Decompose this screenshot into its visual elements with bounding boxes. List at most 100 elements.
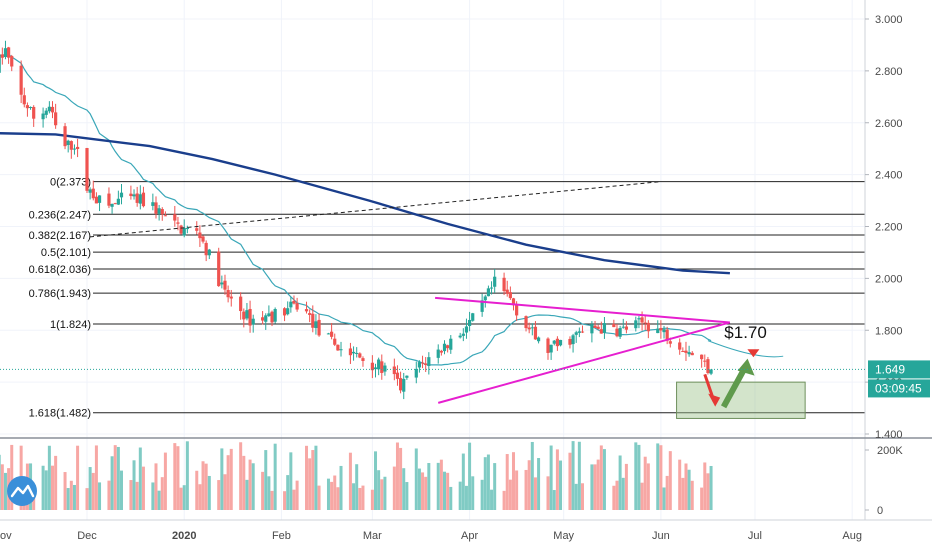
current-price-tag: [868, 360, 930, 379]
candle-body: [662, 329, 666, 333]
volume-bar: [662, 487, 666, 510]
volume-bar: [508, 479, 512, 510]
candle-body: [116, 198, 120, 205]
candle-body: [471, 313, 475, 321]
price-tick-label: 2.800: [875, 66, 903, 78]
fib-label: 0.382(2.167): [29, 230, 91, 242]
volume-bar: [242, 455, 246, 510]
target-zone: [676, 381, 806, 419]
candle-body: [486, 288, 491, 297]
candle-body: [373, 367, 378, 370]
candle-body: [640, 317, 644, 323]
candle-body: [436, 349, 440, 358]
candle-body: [524, 316, 528, 329]
volume-bar: [449, 486, 453, 510]
candle-body: [414, 368, 418, 378]
volume-bar: [461, 453, 465, 510]
candle-body: [179, 225, 183, 234]
candle-body: [304, 309, 309, 312]
candle-body: [458, 335, 462, 338]
candle-body: [292, 300, 296, 304]
volume-bar: [427, 463, 431, 510]
candle-body: [50, 106, 55, 113]
time-tick-label: Dec: [77, 530, 97, 542]
price-target-label: $1.70: [724, 323, 767, 342]
dashed-trendline: [89, 181, 661, 238]
candle-body: [54, 112, 58, 126]
volume-bar: [552, 490, 556, 510]
candle-body: [377, 359, 381, 370]
candle-body: [684, 350, 688, 353]
volume-bar: [267, 476, 271, 510]
volume-bar: [185, 441, 189, 510]
candle-body: [160, 209, 164, 215]
logo-mark: [10, 484, 35, 498]
volume-bar: [399, 447, 403, 510]
volume-bar: [41, 465, 45, 510]
volume-bar: [571, 441, 575, 510]
volume-bar: [537, 458, 541, 510]
time-tick-label: Feb: [272, 530, 291, 542]
volume-bar: [201, 461, 205, 510]
volume-bar: [110, 456, 114, 510]
volume-bar: [395, 442, 399, 510]
time-tick-label-partial: ov: [0, 530, 12, 542]
volume-bar: [157, 490, 161, 510]
fib-label: 0.786(1.943): [29, 288, 91, 300]
candle-body: [442, 343, 447, 352]
candle-body: [392, 366, 396, 375]
candle-body: [201, 236, 205, 242]
candle-body: [286, 308, 290, 315]
candle-body: [568, 338, 572, 345]
volume-bar: [568, 452, 572, 510]
volume-bar: [286, 475, 290, 510]
candle-body: [308, 313, 312, 315]
volume-bar: [559, 460, 563, 510]
volume-bar: [76, 445, 80, 510]
candle-body: [637, 318, 641, 320]
volume-bar: [706, 473, 710, 510]
volume-bar: [436, 462, 440, 510]
candle-body: [439, 350, 443, 353]
volume-bar: [593, 464, 597, 510]
ma-long-line: [0, 132, 730, 275]
candle-body: [508, 292, 512, 299]
candle-body: [687, 352, 691, 355]
candle-body: [242, 311, 246, 320]
volume-bar: [352, 483, 356, 510]
volume-bar: [10, 444, 14, 510]
volume-bar: [634, 442, 638, 510]
volume-bar: [173, 443, 177, 510]
candle-body: [634, 320, 638, 329]
price-tick-label: 1.800: [875, 325, 903, 337]
candle-body: [107, 193, 111, 206]
candle-body: [132, 194, 136, 197]
candle-body: [467, 319, 472, 326]
volume-bar: [179, 487, 183, 510]
time-tick-label: Aug: [842, 530, 862, 542]
candle-body: [311, 313, 315, 328]
candle-body: [28, 106, 33, 108]
volume-bar: [530, 441, 534, 510]
candle-body: [558, 339, 563, 346]
price-tick-label: 3.000: [875, 14, 903, 26]
candle-body: [239, 296, 243, 312]
volume-bar: [317, 485, 321, 510]
candle-body: [348, 348, 353, 356]
volume-bar: [443, 471, 447, 510]
bar-countdown: 03:09:45: [875, 381, 922, 395]
candle-body: [198, 232, 202, 239]
volume-bar: [314, 445, 318, 510]
volume-bar: [295, 480, 299, 510]
volume-bar: [355, 464, 359, 510]
candle-body: [706, 359, 710, 374]
volume-bar: [656, 443, 660, 510]
candle-body: [546, 338, 550, 353]
volume-bar: [336, 487, 340, 510]
volume-bar: [3, 472, 7, 510]
candle-body: [85, 148, 89, 191]
candle-body: [110, 203, 114, 207]
volume-bar: [511, 452, 515, 510]
